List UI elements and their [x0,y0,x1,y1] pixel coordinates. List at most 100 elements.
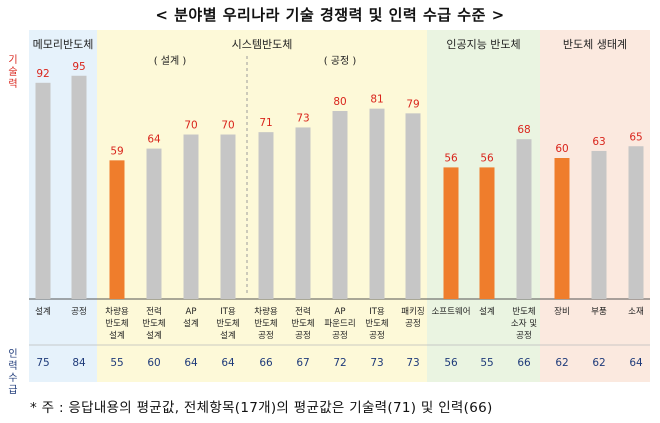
category-label: IT용 [369,307,385,317]
labor-value: 56 [444,357,458,369]
labor-value: 73 [370,357,383,369]
bar-value-label: 70 [184,120,197,132]
bar-value-label: 63 [592,136,605,148]
bar [35,82,51,299]
bar-value-label: 92 [36,68,49,80]
bar [146,148,162,299]
bar [405,113,421,299]
bar-value-label: 60 [555,143,568,155]
bar [516,139,532,299]
category-label: 반도체 [512,306,535,317]
labor-value: 60 [147,357,160,369]
category-label: 장비 [554,306,570,317]
labor-value: 84 [72,357,86,369]
labor-value: 72 [333,357,346,369]
labor-value: 66 [517,357,531,369]
bar-value-label: 71 [259,117,272,129]
labor-value: 55 [110,357,123,369]
row-label-char: 수 [8,372,17,384]
row-label-char: 인 [8,348,17,360]
category-label: 설계 [35,306,51,317]
bar-value-label: 95 [72,61,85,73]
labor-value: 64 [184,357,198,369]
category-label: 공정 [369,330,385,341]
category-label: 패키징 [401,306,424,317]
row-label-char: 술 [8,66,17,78]
category-label: 설계 [220,330,236,341]
bar-value-label: 81 [370,94,383,106]
bar [183,134,199,299]
group-header: 메모리반도체 [33,38,94,51]
bar-value-label: 56 [480,152,494,164]
row-label-char: 력 [8,360,17,372]
category-label: 공정 [332,330,348,341]
group-header: 인공지능 반도체 [446,38,520,51]
category-label: 전력 [295,306,311,317]
bar [479,167,495,299]
labor-value: 64 [221,357,235,369]
category-label: 반도체 [365,318,388,329]
bar [554,158,570,299]
bar [220,134,236,299]
category-label: 파운드리 [324,319,355,329]
category-label: 설계 [146,330,162,341]
bar-value-label: 59 [110,145,123,157]
bar [332,111,348,299]
category-label: 차량용 [105,306,129,317]
category-label: 반도체 [291,318,314,329]
labor-value: 73 [406,357,419,369]
category-label: 부품 [591,307,607,317]
labor-value: 62 [555,357,568,369]
bar-value-label: 79 [406,98,419,110]
bar [443,167,459,299]
labor-value: 75 [36,357,49,369]
category-label: 반도체 [142,318,165,329]
chart: 메모리반도체 시스템반도체 인공지능 반도체 반도체 생태계 ( 설계 ) ( 공정 ) 기… [8,30,650,395]
bar-value-label: 73 [296,112,309,124]
subgroup-label: ( 설계 ) [154,55,187,67]
labor-value: 62 [592,357,605,369]
category-label: AP [186,307,197,317]
bar [628,146,644,299]
bar [258,132,274,299]
category-label: 공정 [405,318,421,329]
category-label: 소프트웨어 [431,306,470,317]
bar [109,160,125,299]
row-label-char: 력 [8,78,17,90]
category-label: 공정 [516,330,532,341]
labor-value: 66 [259,357,273,369]
group-header: 시스템반도체 [232,38,293,51]
labor-value: 55 [480,357,493,369]
row-label-char: 기 [8,54,17,66]
bar-value-label: 56 [444,152,458,164]
category-label: 공정 [258,330,274,341]
category-label: 공정 [71,306,87,317]
category-label: 전력 [146,306,162,317]
chart-title: < 분야별 우리나라 기술 경쟁력 및 인력 수급 수준 > [155,6,505,24]
category-label: 설계 [479,306,495,317]
category-label: 설계 [183,318,199,329]
bar-value-label: 68 [517,124,530,136]
bar-value-label: 80 [333,96,346,108]
bar-value-label: 65 [629,131,642,143]
bar-value-label: 64 [147,134,161,146]
labor-value: 64 [629,357,643,369]
footnote: * 주 : 응답내용의 평균값, 전체항목(17개)의 평균값은 기술력(71)… [30,400,493,416]
category-label: 공정 [295,330,311,341]
category-label: 반도체 [254,318,277,329]
group-header: 반도체 생태계 [563,38,627,51]
bar [591,150,607,299]
category-label: AP [335,307,346,317]
category-label: 소자 및 [511,318,537,329]
category-label: 반도체 [216,318,239,329]
row-label-char: 급 [8,384,17,395]
category-label: 설계 [109,330,125,341]
bar [71,75,87,299]
bar [369,108,385,300]
category-label: 소재 [628,307,644,317]
labor-value: 67 [296,357,309,369]
category-label: IT용 [220,307,236,317]
bar [295,127,311,299]
category-label: 차량용 [254,306,278,317]
subgroup-label: ( 공정 ) [324,55,357,67]
